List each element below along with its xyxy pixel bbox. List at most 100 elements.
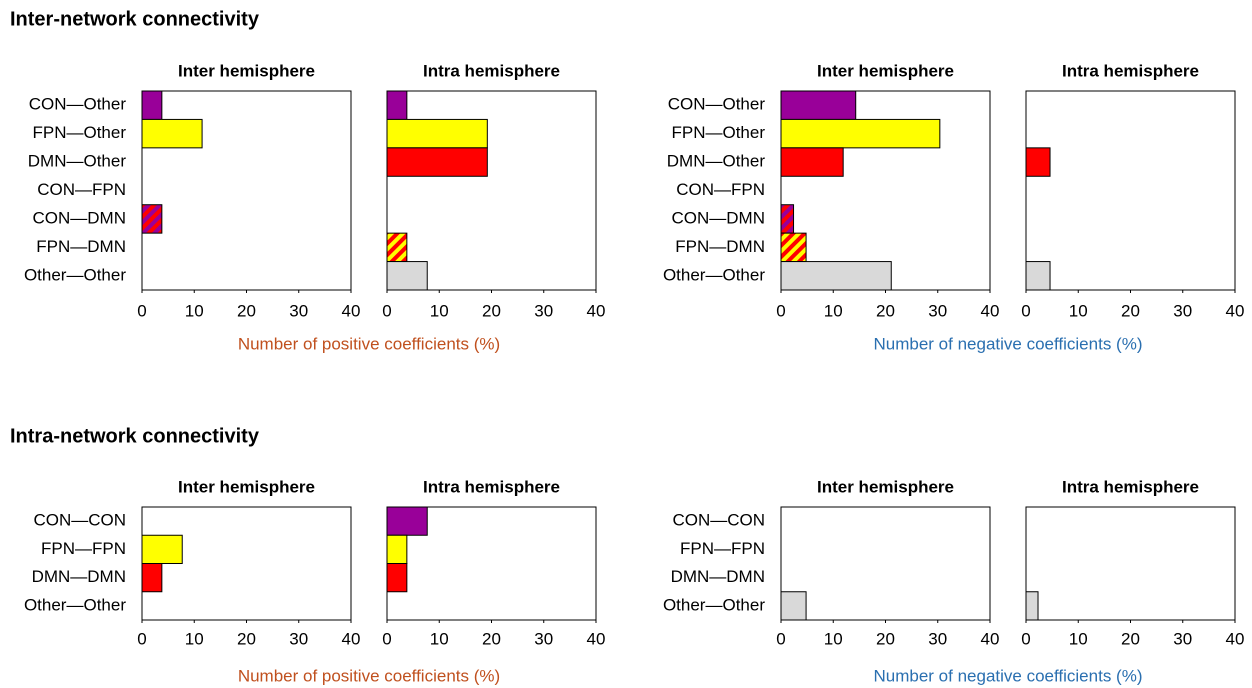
category-label: Other—Other [663,595,765,614]
x-tick-label: 30 [928,301,947,320]
bar [386,147,488,177]
category-label: CON—CON [33,511,126,530]
panel-title: Intra hemisphere [1062,61,1199,80]
category-label: Other—Other [663,265,765,284]
category-label: DMN—Other [28,152,127,171]
x-tick-label: 40 [342,301,361,320]
panel-title: Inter hemisphere [817,61,954,80]
x-tick-label: 20 [876,629,895,648]
x-tick-label: 0 [137,301,146,320]
bar [141,563,163,593]
category-label: CON—DMN [33,208,127,227]
x-tick-label: 10 [824,629,843,648]
x-tick-label: 40 [981,629,1000,648]
x-tick-label: 10 [430,301,449,320]
x-tick-label: 0 [137,629,146,648]
x-tick-label: 20 [237,301,256,320]
x-tick-label: 20 [876,301,895,320]
category-label: FPN—FPN [41,539,126,558]
x-tick-label: 10 [430,629,449,648]
x-tick-label: 10 [1069,301,1088,320]
x-tick-label: 0 [1021,629,1030,648]
x-tick-label: 30 [289,629,308,648]
category-label: DMN—Other [667,152,766,171]
bar [780,591,807,621]
category-label: FPN—DMN [36,237,126,256]
plot-frame [1025,506,1236,621]
category-label: FPN—Other [32,123,126,142]
bar [386,261,428,291]
bar [386,232,408,263]
category-label: CON—FPN [676,180,765,199]
category-label: CON—CON [672,511,765,530]
category-label: CON—Other [668,95,766,114]
x-axis-label: Number of positive coefficients (%) [238,334,500,353]
bar [780,204,795,234]
x-tick-label: 20 [482,301,501,320]
panel-title: Inter hemisphere [817,477,954,496]
plot-frame [1025,90,1236,291]
bar [780,232,807,263]
x-tick-label: 30 [1173,301,1192,320]
panel-title: Intra hemisphere [423,61,560,80]
panel-title: Inter hemisphere [178,477,315,496]
x-tick-label: 40 [587,301,606,320]
bar [141,118,203,149]
bar [386,534,408,564]
x-axis-label: Number of positive coefficients (%) [238,666,500,685]
x-tick-label: 30 [289,301,308,320]
x-tick-label: 20 [1121,629,1140,648]
x-tick-label: 30 [534,629,553,648]
bar [780,118,941,149]
bar [386,506,428,536]
bar [141,204,163,234]
x-tick-label: 20 [482,629,501,648]
x-tick-label: 0 [382,301,391,320]
bar [1025,147,1051,177]
panel-title: Inter hemisphere [178,61,315,80]
bar [1025,261,1051,291]
bar [141,534,183,564]
category-label: CON—FPN [37,180,126,199]
category-label: CON—Other [29,95,127,114]
bar [141,90,163,120]
x-tick-label: 0 [776,629,785,648]
x-tick-label: 0 [1021,301,1030,320]
category-label: Other—Other [24,265,126,284]
section-heading: Intra-network connectivity [10,425,260,447]
bar [386,563,408,593]
bar [780,147,844,177]
x-tick-label: 20 [237,629,256,648]
bar [386,118,488,149]
x-tick-label: 40 [587,629,606,648]
x-tick-label: 10 [185,301,204,320]
x-tick-label: 30 [1173,629,1192,648]
panel-title: Intra hemisphere [423,477,560,496]
bar [1025,591,1039,621]
x-tick-label: 10 [1069,629,1088,648]
x-tick-label: 0 [776,301,785,320]
bar [780,261,892,291]
category-label: CON—DMN [672,208,766,227]
bar [780,90,857,120]
x-tick-label: 40 [1226,301,1245,320]
x-tick-label: 10 [824,301,843,320]
category-label: DMN—DMN [32,567,126,586]
x-tick-label: 10 [185,629,204,648]
x-tick-label: 40 [981,301,1000,320]
x-tick-label: 40 [1226,629,1245,648]
panel-title: Intra hemisphere [1062,477,1199,496]
bar [386,90,408,120]
x-tick-label: 30 [928,629,947,648]
category-label: Other—Other [24,595,126,614]
x-tick-label: 40 [342,629,361,648]
section-heading: Inter-network connectivity [10,8,260,30]
category-label: FPN—FPN [680,539,765,558]
category-label: DMN—DMN [671,567,765,586]
x-tick-label: 20 [1121,301,1140,320]
x-axis-label: Number of negative coefficients (%) [874,666,1143,685]
x-tick-label: 0 [382,629,391,648]
category-label: FPN—DMN [675,237,765,256]
x-tick-label: 30 [534,301,553,320]
